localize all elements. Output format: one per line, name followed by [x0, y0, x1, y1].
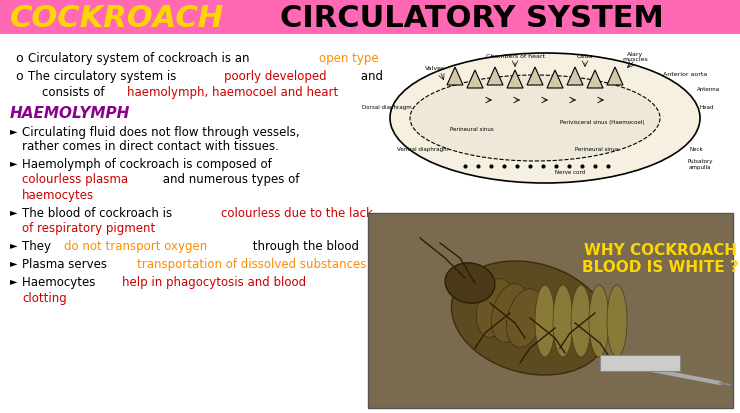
Ellipse shape: [571, 285, 591, 357]
Polygon shape: [587, 71, 603, 89]
Polygon shape: [447, 68, 463, 86]
Text: o: o: [15, 70, 23, 83]
Text: They: They: [22, 240, 55, 252]
Bar: [0, 0, 740, 35]
Text: ►: ►: [10, 257, 18, 267]
Text: ►: ►: [10, 240, 18, 249]
Text: Anterior aorta: Anterior aorta: [663, 71, 707, 76]
Text: Alary
muscles: Alary muscles: [622, 52, 648, 62]
Text: Ostia: Ostia: [576, 55, 593, 59]
Ellipse shape: [445, 263, 495, 304]
Ellipse shape: [589, 285, 609, 357]
Polygon shape: [507, 71, 523, 89]
Text: clotting: clotting: [22, 291, 67, 304]
Text: o: o: [15, 52, 23, 65]
Text: The blood of cockroach is: The blood of cockroach is: [22, 206, 176, 219]
Polygon shape: [527, 68, 543, 86]
Text: rather comes in direct contact with tissues.: rather comes in direct contact with tiss…: [22, 140, 279, 153]
Text: COCKROACH: COCKROACH: [10, 3, 224, 33]
Text: WHY COCKROACH
BLOOD IS WHITE ?: WHY COCKROACH BLOOD IS WHITE ?: [582, 242, 739, 275]
Text: CIRCULATORY SYSTEM: CIRCULATORY SYSTEM: [280, 3, 664, 33]
Polygon shape: [607, 68, 623, 86]
Text: HAEMOLYMPH: HAEMOLYMPH: [10, 106, 130, 121]
Polygon shape: [487, 68, 503, 86]
Text: Perivisceral sinus (Haemocoel): Perivisceral sinus (Haemocoel): [560, 120, 645, 125]
Ellipse shape: [390, 54, 700, 183]
Text: and numerous types of: and numerous types of: [159, 173, 299, 185]
Ellipse shape: [506, 289, 544, 347]
Polygon shape: [567, 68, 583, 86]
Text: through the blood: through the blood: [249, 240, 359, 252]
Text: Haemolymph of cockroach is composed of: Haemolymph of cockroach is composed of: [22, 158, 272, 171]
Text: Pulsatory
ampulla: Pulsatory ampulla: [687, 159, 713, 170]
Text: open type: open type: [319, 52, 378, 65]
Ellipse shape: [553, 285, 573, 357]
Text: haemocytes: haemocytes: [22, 189, 94, 202]
Text: Nerve cord: Nerve cord: [555, 170, 585, 175]
Text: Chambers of heart: Chambers of heart: [485, 55, 545, 59]
Text: Perineural sinus: Perineural sinus: [575, 147, 619, 152]
Text: ►: ►: [10, 275, 18, 285]
Ellipse shape: [491, 284, 528, 342]
Text: Haemocytes: Haemocytes: [22, 275, 99, 288]
Text: ►: ►: [10, 158, 18, 168]
Text: and: and: [357, 70, 383, 83]
Text: poorly developed: poorly developed: [224, 70, 327, 83]
Text: Circulating fluid does not flow through vessels,: Circulating fluid does not flow through …: [22, 126, 300, 139]
Text: Antenna: Antenna: [697, 87, 720, 92]
Text: help in phagocytosis and blood: help in phagocytosis and blood: [121, 275, 306, 288]
Ellipse shape: [607, 285, 627, 357]
Text: haemolymph, haemocoel and heart: haemolymph, haemocoel and heart: [127, 86, 339, 99]
Text: transportation of dissolved substances: transportation of dissolved substances: [136, 257, 366, 271]
Ellipse shape: [535, 285, 555, 357]
Text: The circulatory system is: The circulatory system is: [28, 70, 180, 83]
Text: Plasma serves: Plasma serves: [22, 257, 111, 271]
Bar: [368, 214, 733, 408]
Text: of respiratory pigment: of respiratory pigment: [22, 221, 155, 235]
Text: Head: Head: [700, 105, 715, 110]
Text: Perineural sinus: Perineural sinus: [450, 127, 494, 132]
Ellipse shape: [477, 279, 514, 337]
Text: Valves: Valves: [425, 66, 445, 71]
Text: do not transport oxygen: do not transport oxygen: [64, 240, 207, 252]
Text: ►: ►: [10, 126, 18, 136]
Ellipse shape: [451, 261, 608, 375]
Text: ►: ►: [10, 206, 18, 216]
Text: Neck: Neck: [690, 147, 704, 152]
Text: colourless due to the lack: colourless due to the lack: [221, 206, 372, 219]
Text: Circulatory system of cockroach is an: Circulatory system of cockroach is an: [28, 52, 253, 65]
Text: Ventral diaphragm: Ventral diaphragm: [397, 147, 448, 152]
Bar: [600, 355, 680, 371]
Ellipse shape: [410, 76, 660, 161]
Polygon shape: [547, 71, 563, 89]
Text: consists of: consists of: [42, 86, 108, 99]
Text: colourless plasma: colourless plasma: [22, 173, 128, 185]
Polygon shape: [467, 71, 483, 89]
Text: Dorsal diaphragm: Dorsal diaphragm: [362, 105, 412, 110]
